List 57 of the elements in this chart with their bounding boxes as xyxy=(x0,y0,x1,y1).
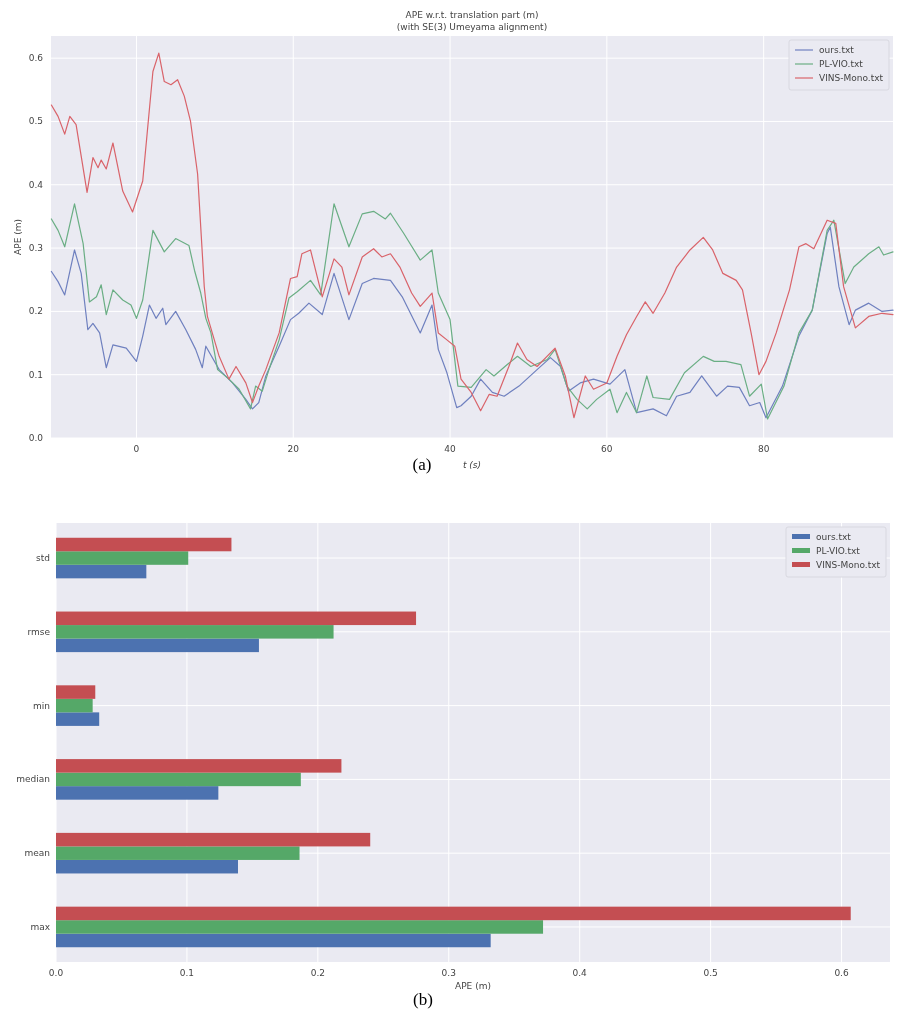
chart-title: APE w.r.t. translation part (m) xyxy=(405,10,539,20)
x-tick-label: 80 xyxy=(757,444,770,454)
legend-label: PL-VIO.txt xyxy=(819,59,864,69)
legend-label: ours.txt xyxy=(816,532,852,542)
y-tick-label: 0.5 xyxy=(28,116,43,127)
y-tick-label: median xyxy=(16,774,50,785)
y-tick-label: 0.2 xyxy=(28,306,43,317)
chart-subtitle: (with SE(3) Umeyama alignment) xyxy=(396,22,548,32)
x-axis-title: t (s) xyxy=(462,460,482,470)
x-tick-label: 60 xyxy=(601,444,613,454)
legend-label: PL-VIO.txt xyxy=(816,546,861,556)
bar xyxy=(56,638,259,653)
legend-label: ours.txt xyxy=(819,45,855,55)
line-series xyxy=(50,52,894,419)
bar xyxy=(56,786,219,800)
bar xyxy=(56,611,417,626)
x-tick-label: 0.3 xyxy=(441,968,456,978)
bar xyxy=(56,832,371,847)
y-tick-label: 0.0 xyxy=(28,433,44,443)
x-tick-label: 0 xyxy=(133,444,140,454)
y-tick-label: rmse xyxy=(27,626,51,637)
bar xyxy=(56,772,301,787)
bar xyxy=(56,906,851,921)
bar xyxy=(56,625,334,639)
y-tick-label: 0.6 xyxy=(28,53,44,64)
x-tick-label: 0.6 xyxy=(834,968,849,978)
legend-label: VINS-Mono.txt xyxy=(816,560,881,570)
x-tick-label: 0.5 xyxy=(703,968,718,978)
x-tick-label: 0.4 xyxy=(572,968,588,978)
y-tick-label: 0.4 xyxy=(28,179,44,190)
y-tick-label: 0.3 xyxy=(28,243,43,254)
y-tick-label: min xyxy=(33,700,50,711)
x-tick-label: 20 xyxy=(287,444,300,454)
y-axis-title: APE (m) xyxy=(13,219,23,255)
bar xyxy=(56,698,93,713)
bar xyxy=(56,920,544,934)
y-tick-label: std xyxy=(36,553,50,564)
bar xyxy=(56,846,300,860)
bar xyxy=(56,933,491,948)
x-tick-label: 0.0 xyxy=(48,968,64,978)
bar xyxy=(56,712,100,726)
y-tick-label: max xyxy=(30,921,51,932)
bar xyxy=(56,859,238,874)
legend-label: VINS-Mono.txt xyxy=(819,73,884,83)
text: (b) xyxy=(413,990,433,1009)
text: (a) xyxy=(412,455,432,474)
bar xyxy=(56,759,342,773)
bar xyxy=(56,685,96,699)
x-tick-label: 0.1 xyxy=(179,968,195,978)
x-tick-label: 40 xyxy=(444,444,457,454)
bar xyxy=(56,551,189,565)
x-axis-title: APE (m) xyxy=(455,981,491,991)
y-tick-label: mean xyxy=(24,848,50,859)
bar xyxy=(56,537,232,552)
y-tick-label: 0.1 xyxy=(28,369,43,380)
x-tick-label: 0.2 xyxy=(310,968,326,978)
bar xyxy=(56,564,147,579)
